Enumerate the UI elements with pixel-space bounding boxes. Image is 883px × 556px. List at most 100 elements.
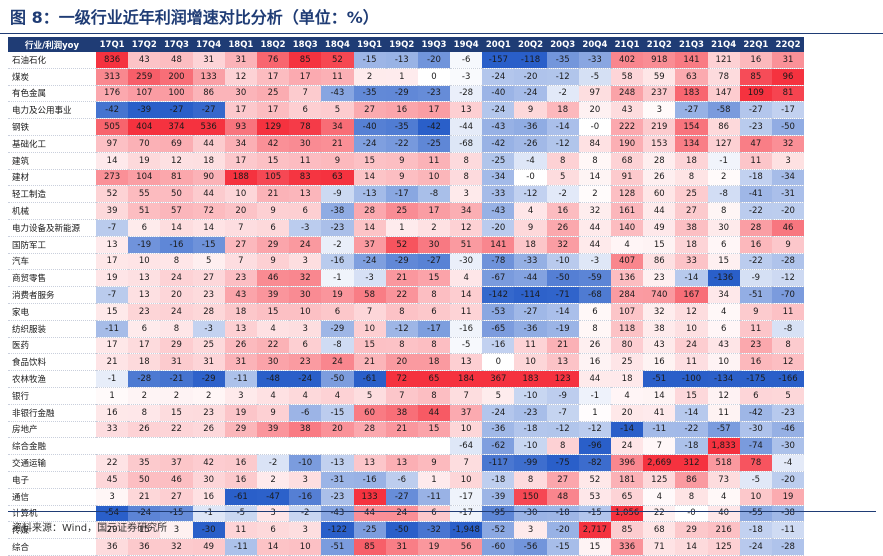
column-header: 20Q3 <box>546 37 579 52</box>
growth-cell: 85 <box>611 521 644 539</box>
growth-cell: -19 <box>546 320 579 338</box>
growth-cell: 18 <box>675 152 708 170</box>
growth-cell: 32 <box>771 135 805 153</box>
growth-cell: 10 <box>707 353 740 371</box>
growth-cell: 2 <box>192 387 225 405</box>
growth-cell: 8 <box>160 320 193 338</box>
growth-cell: -30 <box>192 521 225 539</box>
growth-cell: -60 <box>482 538 515 556</box>
growth-cell: -15 <box>546 538 579 556</box>
growth-cell: -3 <box>450 68 483 86</box>
growth-cell: 25 <box>611 353 644 371</box>
growth-cell: -95 <box>482 505 515 522</box>
growth-cell: 30 <box>289 286 322 304</box>
growth-cell: -30 <box>771 437 805 455</box>
growth-cell: 0 <box>495 357 502 368</box>
growth-cell: 21 <box>353 353 386 371</box>
growth-cell: 78 <box>739 454 772 472</box>
industry-name: 通信 <box>12 492 30 503</box>
growth-cell: 5 <box>353 387 386 405</box>
growth-cell: -3 <box>353 269 386 287</box>
growth-cell: -24 <box>289 370 322 388</box>
growth-cell: 153 <box>643 135 676 153</box>
growth-cell: 84 <box>578 135 611 153</box>
column-header: 20Q1 <box>482 37 515 52</box>
growth-cell: -2 <box>289 505 322 522</box>
growth-cell: -68 <box>578 286 611 304</box>
growth-cell: 248 <box>611 85 644 102</box>
growth-cell: 28 <box>192 303 225 321</box>
growth-cell: -2 <box>321 236 354 254</box>
growth-cell: 63 <box>321 169 354 186</box>
industry-name: 煤炭 <box>12 72 30 83</box>
growth-cell: 183 <box>514 370 547 388</box>
growth-cell: -2 <box>256 454 290 472</box>
growth-cell: -19 <box>128 236 161 254</box>
growth-cell: 14 <box>675 538 708 556</box>
growth-cell: 38 <box>289 421 322 438</box>
growth-cell: 19 <box>771 488 805 506</box>
growth-cell: 5 <box>771 387 805 405</box>
growth-cell: 17 <box>256 101 290 119</box>
growth-cell: 34 <box>224 135 257 153</box>
growth-cell: -23 <box>321 219 354 237</box>
growth-cell: 16 <box>739 353 772 371</box>
growth-cell: 8 <box>578 152 611 170</box>
industry-name: 传媒 <box>12 526 30 537</box>
growth-cell: 58 <box>353 286 386 304</box>
growth-cell: -11 <box>96 320 129 338</box>
growth-cell: -48 <box>256 370 290 388</box>
column-header: 17Q4 <box>192 37 225 52</box>
growth-cell: 147 <box>707 85 740 102</box>
growth-cell: 19 <box>224 404 257 422</box>
growth-cell: -14 <box>611 421 644 438</box>
column-header: 21Q1 <box>611 37 644 52</box>
growth-cell: -30 <box>450 253 483 270</box>
growth-cell: 6 <box>578 303 611 321</box>
growth-cell: -30 <box>514 505 547 522</box>
growth-cell: 38 <box>675 219 708 237</box>
growth-cell: 16 <box>578 353 611 371</box>
growth-cell: -50 <box>546 269 579 287</box>
growth-cell: 14 <box>256 538 290 556</box>
growth-cell: -20 <box>417 52 451 69</box>
industry-name: 基础化工 <box>12 139 47 150</box>
growth-cell: 37 <box>160 454 193 472</box>
growth-cell: 404 <box>128 118 161 136</box>
growth-cell: 29 <box>96 521 129 539</box>
growth-cell: 10 <box>128 253 161 270</box>
growth-cell: -25 <box>482 152 515 170</box>
growth-cell: -7 <box>546 404 579 422</box>
growth-cell: 76 <box>256 52 290 69</box>
growth-cell: -52 <box>482 521 515 539</box>
growth-cell: 32 <box>578 202 611 220</box>
growth-cell: 2 <box>353 68 386 86</box>
table-row: 医药 17 17 29 25 26 22 6 -8 15 8 8 -5 -16 11 21 26 80 43 24 43… <box>8 337 805 354</box>
growth-cell: 93 <box>224 118 257 136</box>
growth-cell: 27 <box>224 236 257 254</box>
growth-cell: 150 <box>514 488 547 506</box>
growth-cell: -43 <box>321 85 354 102</box>
growth-cell: 19 <box>128 152 161 170</box>
growth-cell: -58 <box>707 101 740 119</box>
growth-cell: 31 <box>192 52 225 69</box>
growth-cell: -2 <box>546 185 579 203</box>
growth-cell: 78 <box>707 68 740 86</box>
growth-cell: 13 <box>128 269 161 287</box>
growth-cell: -14 <box>546 118 579 136</box>
growth-cell: 35 <box>128 454 161 472</box>
growth-cell: 14 <box>450 286 483 304</box>
growth-cell: -16 <box>353 471 386 489</box>
growth-cell: -17 <box>771 101 805 119</box>
growth-cell: -29 <box>385 253 418 270</box>
growth-cell: 65 <box>611 488 644 506</box>
growth-cell: -28 <box>450 85 483 102</box>
growth-cell: 3 <box>160 521 193 539</box>
industry-name: 综合金融 <box>12 442 47 453</box>
growth-cell: 39 <box>256 421 290 438</box>
growth-cell: 7 <box>289 85 322 102</box>
growth-cell: 52 <box>385 236 418 254</box>
growth-cell: 86 <box>192 85 225 102</box>
growth-cell: 7 <box>224 219 257 237</box>
growth-cell: 10 <box>289 303 322 321</box>
